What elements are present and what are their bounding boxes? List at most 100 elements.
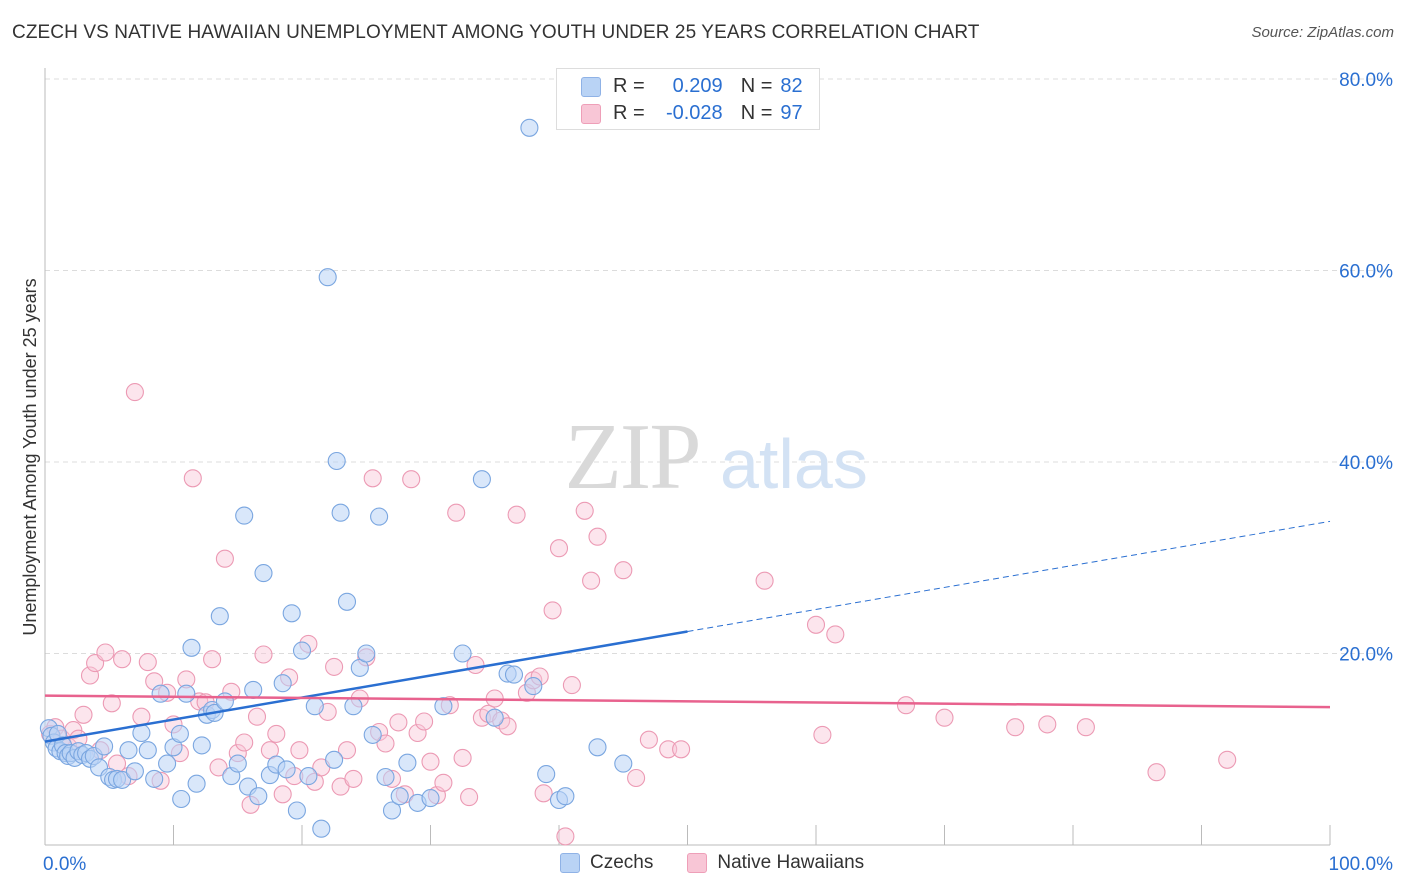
czechs-point: [421, 789, 440, 808]
czechs-point: [113, 770, 132, 789]
native-hawaiians-point: [896, 696, 916, 715]
native-hawaiians-trend-line: [44, 694, 1331, 709]
native-hawaiians-point: [363, 469, 382, 488]
r-value: 0.209: [672, 75, 723, 97]
native-hawaiians-point: [254, 645, 273, 664]
native-hawaiians-point: [1038, 715, 1057, 734]
czechs-point: [472, 470, 491, 489]
native-hawaiians-point: [659, 740, 678, 759]
native-hawaiians-point: [549, 539, 569, 558]
czechs-point: [537, 765, 556, 784]
native-hawaiians-point: [447, 503, 466, 522]
native-hawaiians-point: [639, 730, 658, 749]
native-hawaiians-point: [582, 571, 601, 590]
n-value: 97: [780, 102, 803, 124]
native-hawaiians-point: [183, 469, 202, 488]
czechs-point: [357, 644, 376, 663]
native-hawaiians-point: [325, 657, 344, 676]
czechs-point: [327, 451, 346, 471]
czechs-point: [344, 697, 363, 716]
native-hawaiians-point: [415, 712, 434, 731]
czechs-point: [145, 769, 164, 788]
legend-label-native-hawaiians: Native Hawaiians: [717, 852, 865, 873]
czechs-point: [453, 644, 472, 663]
czechs-point: [244, 680, 263, 699]
native-hawaiians-point: [627, 768, 646, 788]
native-hawaiians-point: [1147, 763, 1166, 782]
czechs-point: [187, 774, 206, 793]
stats-row-czechs: R = 0.209 N = 82: [581, 75, 803, 98]
chart-title: CZECH VS NATIVE HAWAIIAN UNEMPLOYMENT AM…: [12, 22, 980, 43]
native-hawaiians-point: [96, 643, 115, 662]
native-hawaiians-point: [132, 707, 151, 726]
native-hawaiians-point: [1218, 750, 1237, 769]
native-hawaiians-point: [125, 383, 144, 402]
czechs-point: [390, 787, 409, 806]
axes: [44, 68, 1331, 846]
czechs-point: [138, 741, 157, 760]
native-hawaiians-point: [389, 713, 408, 732]
native-hawaiians-point: [209, 758, 228, 777]
native-hawaiians-point: [826, 625, 845, 644]
grid-lines: [45, 78, 1393, 654]
czechs-point: [370, 507, 389, 526]
czechs-point: [382, 801, 402, 820]
native-hawaiians-point: [337, 741, 357, 760]
native-hawaiians-point: [534, 784, 553, 803]
stats-legend: R = 0.209 N = 82 R = -0.028 N = 97: [556, 68, 820, 130]
x-tick-label-left: 0.0%: [43, 854, 86, 875]
native-hawaiians-point: [562, 676, 581, 695]
czechs-point: [151, 684, 170, 703]
czechs-point: [177, 684, 196, 703]
czechs-point: [614, 754, 633, 773]
czechs-point: [172, 789, 191, 809]
n-value: 82: [780, 75, 803, 97]
czechs-point: [277, 760, 296, 779]
native-hawaiians-point: [290, 741, 309, 760]
legend-item-czechs: Czechs: [560, 852, 653, 874]
native-hawaiians-point: [421, 752, 440, 771]
native-hawaiians-point: [813, 725, 832, 744]
native-hawaiians-point: [614, 561, 633, 580]
czechs-point: [95, 737, 114, 756]
czechs-trend-line: [44, 630, 688, 743]
native-hawaiians-point: [138, 653, 157, 672]
czechs-point: [170, 724, 189, 743]
czechs-point: [235, 506, 254, 525]
czechs-point: [249, 787, 268, 806]
trend-lines: [44, 520, 1331, 743]
native-hawaiians-legend-swatch: [687, 853, 708, 873]
czechs-point: [282, 604, 301, 623]
czechs-point: [119, 741, 138, 760]
czechs-swatch: [581, 76, 601, 97]
czechs-point: [125, 762, 144, 781]
native-hawaiians-point: [755, 571, 774, 590]
native-hawaiians-point: [215, 549, 234, 568]
native-hawaiians-point: [267, 724, 286, 743]
czechs-point: [254, 564, 273, 583]
czechs-trend-extension: [687, 520, 1331, 632]
czechs-point: [363, 725, 382, 744]
czechs-point: [318, 268, 337, 287]
czechs-point: [312, 819, 331, 838]
n-label: N =: [740, 75, 773, 97]
watermark-atlas: atlas: [720, 425, 868, 503]
czechs-point: [305, 697, 324, 716]
czechs-point: [299, 767, 318, 786]
native-hawaiians-point: [273, 785, 292, 804]
native-hawaiians-point: [507, 505, 526, 524]
bottom-legend: Czechs Native Hawaiians: [560, 852, 888, 874]
czechs-point: [588, 738, 607, 757]
n-label: N =: [740, 102, 773, 124]
native-hawaiians-point: [247, 707, 267, 726]
r-label: R =: [613, 75, 645, 97]
czechs-point: [398, 753, 417, 772]
czechs-point: [520, 118, 539, 137]
native-hawaiians-point: [588, 527, 607, 546]
native-hawaiians-point: [1076, 718, 1095, 737]
czechs-point: [331, 503, 350, 522]
watermark-zip: ZIP: [565, 405, 700, 509]
r-value: -0.028: [665, 102, 723, 124]
watermark: ZIP atlas: [565, 405, 868, 509]
